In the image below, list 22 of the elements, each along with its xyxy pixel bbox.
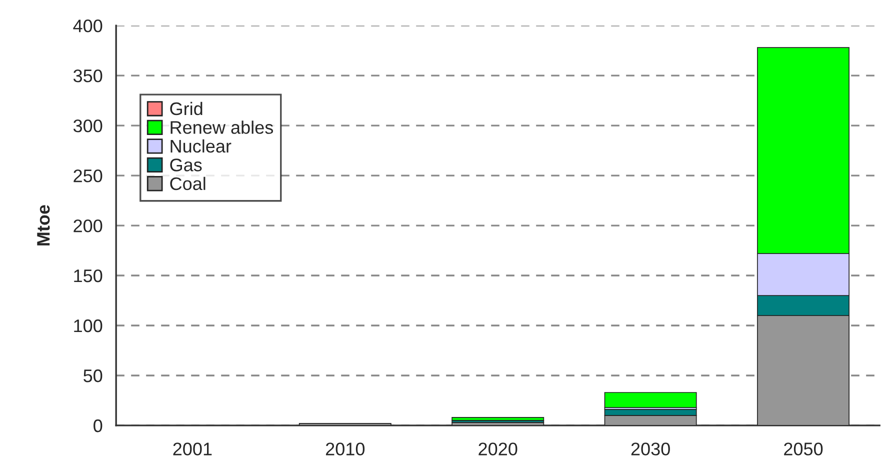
y-tick-label: 400 (73, 20, 102, 32)
x-tick-label: 2001 (173, 442, 212, 456)
bar (452, 417, 544, 421)
y-axis-title: Mtoe (37, 205, 50, 246)
y-tick-label: 50 (84, 369, 102, 382)
y-tick-label: 0 (94, 419, 102, 432)
legend-label: Grid (170, 102, 202, 116)
x-tick-label: 2050 (784, 442, 823, 456)
y-tick-label: 200 (74, 219, 102, 232)
x-tick-label: 2020 (478, 442, 518, 456)
y-tick-label: 250 (74, 169, 102, 182)
legend-label: Nuclear (170, 139, 232, 153)
legend-label: Coal (170, 176, 206, 190)
legend-label: Gas (170, 158, 202, 172)
y-tick-label: 350 (73, 69, 102, 82)
legend-label: Renew ables (170, 120, 274, 134)
y-tick-label: 100 (74, 319, 102, 332)
x-tick-label: 2030 (631, 442, 670, 456)
x-tick-label: 2010 (326, 442, 365, 456)
bar (604, 392, 697, 408)
y-tick-label: 150 (74, 269, 102, 282)
y-tick-label: 300 (73, 119, 102, 132)
